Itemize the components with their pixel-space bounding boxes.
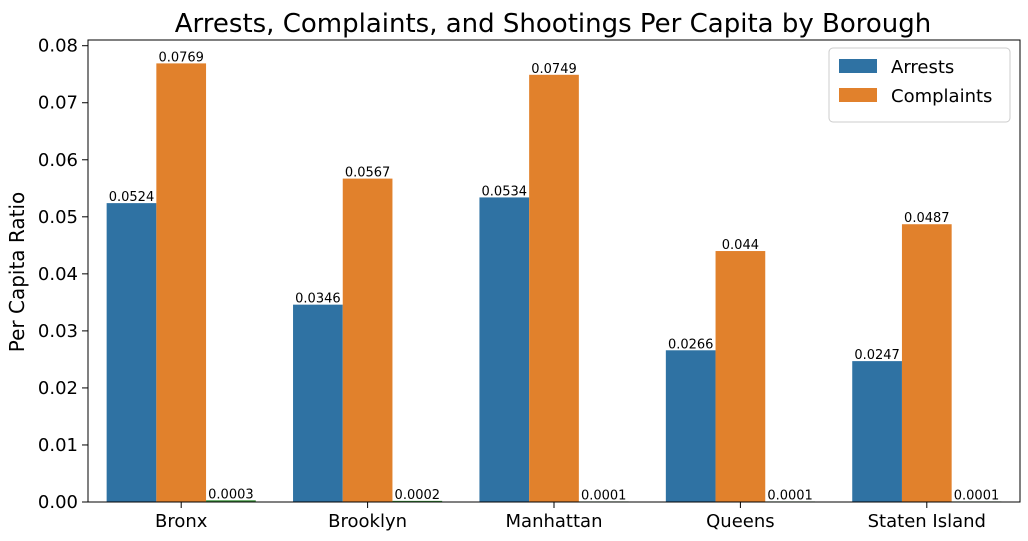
y-tick-label: 0.02 <box>38 378 78 399</box>
y-tick-label: 0.00 <box>38 492 78 513</box>
x-axis: Bronx Brooklyn Manhattan Queens Staten Islan… <box>155 502 986 532</box>
x-tick-label: Manhattan <box>506 511 603 532</box>
bar <box>665 350 716 502</box>
y-tick-label: 0.06 <box>38 150 78 171</box>
bar <box>293 304 343 502</box>
y-tick-label: 0.05 <box>38 207 78 228</box>
x-tick-label: Queens <box>706 511 775 532</box>
bar <box>392 500 443 502</box>
y-tick-label: 0.07 <box>38 93 78 114</box>
bar <box>901 224 952 503</box>
bar <box>479 197 530 502</box>
bar <box>206 500 256 502</box>
bar <box>106 203 157 503</box>
bar-value-label: 0.044 <box>722 238 759 253</box>
y-tick-label: 0.03 <box>38 321 78 342</box>
bar <box>715 251 766 502</box>
bars <box>106 63 1002 503</box>
legend: Arrests Complaints <box>828 47 1011 123</box>
bar-labels: 0.0524 0.0769 0.0003 0.0346 0.0567 0.0002 0.05… <box>109 50 1000 503</box>
x-tick-label: Brooklyn <box>328 511 407 532</box>
bar-value-label: 0.0749 <box>531 62 577 77</box>
y-tick-label: 0.08 <box>38 36 78 57</box>
bar-value-label: 0.0002 <box>395 488 441 503</box>
bar <box>852 361 902 502</box>
plot-frame <box>87 39 1021 503</box>
bar-value-label: 0.0266 <box>668 337 714 352</box>
x-tick-label: Staten Island <box>868 511 986 532</box>
legend-swatch <box>839 88 877 102</box>
bar-value-label: 0.0001 <box>767 488 813 503</box>
bar-value-label: 0.0346 <box>295 292 341 307</box>
bar-value-label: 0.0487 <box>904 211 950 226</box>
bar-value-label: 0.0534 <box>482 184 528 199</box>
bar <box>342 178 393 502</box>
legend-label: Arrests <box>891 57 954 78</box>
y-axis-label: Per Capita Ratio <box>5 192 29 353</box>
bar <box>529 74 579 502</box>
bar-value-label: 0.0524 <box>109 190 155 205</box>
bar-value-label: 0.0769 <box>158 50 204 65</box>
legend-swatch <box>839 59 877 73</box>
x-tick-label: Bronx <box>155 511 208 532</box>
y-tick-label: 0.01 <box>38 435 78 456</box>
bar-value-label: 0.0001 <box>581 488 627 503</box>
legend-label: Complaints <box>891 86 992 107</box>
chart-title: Arrests, Complaints, and Shootings Per C… <box>175 9 931 39</box>
bar-value-label: 0.0247 <box>854 348 900 363</box>
bar <box>156 63 207 502</box>
bar-value-label: 0.0567 <box>345 166 391 181</box>
bar-value-label: 0.0003 <box>208 487 254 502</box>
y-tick-label: 0.04 <box>38 264 78 285</box>
y-axis: 0.00 0.01 0.02 0.03 0.04 0.05 0.06 0.07 0.08 <box>38 36 88 513</box>
bar-value-label: 0.0001 <box>954 488 1000 503</box>
